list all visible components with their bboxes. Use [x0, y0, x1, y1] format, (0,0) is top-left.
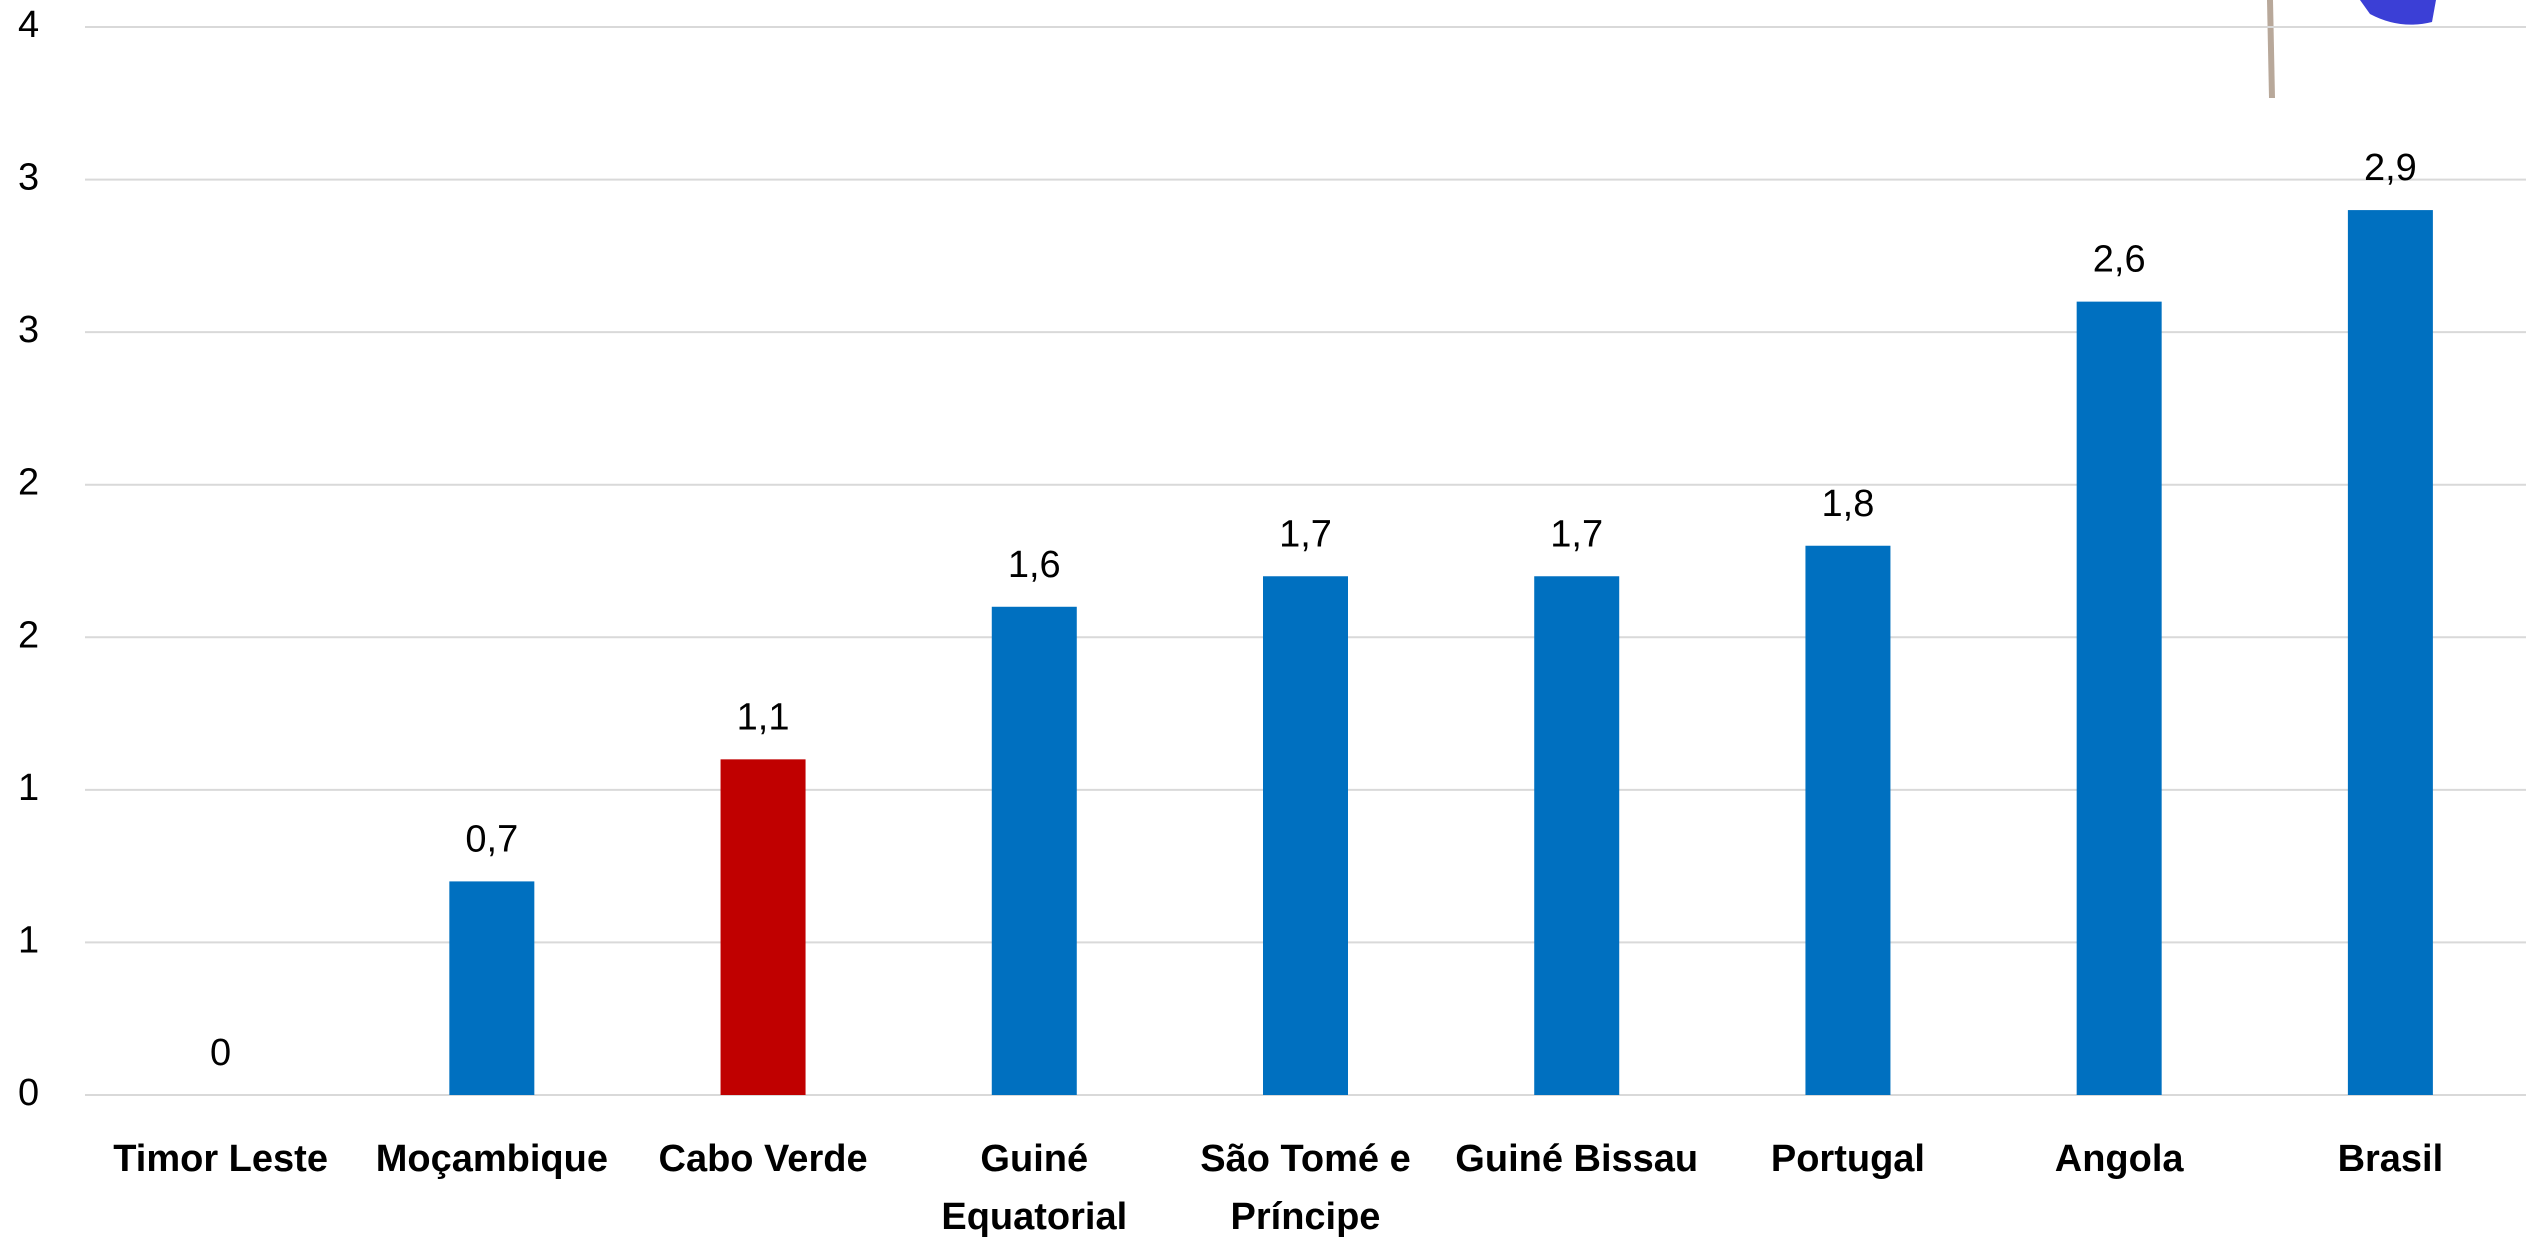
- x-tick-label: Timor Leste: [85, 1130, 356, 1188]
- y-tick-label: 4: [18, 4, 39, 46]
- data-label: 1,6: [1008, 544, 1061, 586]
- x-tick-label: Guiné Equatorial: [899, 1130, 1170, 1246]
- bar: [449, 881, 534, 1095]
- bar: [1263, 576, 1348, 1095]
- data-label: 1,7: [1550, 513, 1603, 555]
- y-tick-label: 2: [18, 462, 39, 504]
- bar: [1805, 546, 1890, 1095]
- x-tick-label: Portugal: [1712, 1130, 1983, 1188]
- x-tick-label: Brasil: [2255, 1130, 2526, 1188]
- x-tick-label: Moçambique: [356, 1130, 627, 1188]
- chart: 0 1 1 2 2 3 3 4 0 0,7 1,1 1,6 1,7 1,7 1,8 2,6 2,9: [0, 0, 2526, 1239]
- data-label: 1,8: [1822, 483, 1875, 525]
- data-label: 0,7: [465, 818, 518, 860]
- y-tick-label: 1: [18, 767, 39, 809]
- data-label: 0: [210, 1032, 231, 1074]
- y-tick-label: 3: [18, 157, 39, 199]
- bar: [992, 607, 1077, 1095]
- y-tick-label: 3: [18, 309, 39, 351]
- x-tick-label: Angola: [1984, 1130, 2255, 1188]
- bar: [721, 759, 806, 1095]
- page: 0112233400,71,11,61,71,71,82,62,9 (() =>…: [0, 0, 2526, 1239]
- y-tick-label: 0: [18, 1072, 39, 1114]
- data-label: 2,6: [2093, 239, 2146, 281]
- x-tick-label: Cabo Verde: [627, 1130, 898, 1188]
- data-label: 1,7: [1279, 513, 1332, 555]
- bar: [2348, 210, 2433, 1095]
- data-label: 1,1: [737, 696, 790, 738]
- x-tick-label: Guiné Bissau: [1441, 1130, 1712, 1188]
- x-tick-label: São Tomé e Príncipe: [1170, 1130, 1441, 1246]
- y-tick-label: 1: [18, 919, 39, 961]
- data-label: 2,9: [2364, 147, 2417, 189]
- y-tick-label: 2: [18, 614, 39, 656]
- bar: [2077, 302, 2162, 1095]
- bar: [1534, 576, 1619, 1095]
- flag-decoration: [2270, 0, 2436, 98]
